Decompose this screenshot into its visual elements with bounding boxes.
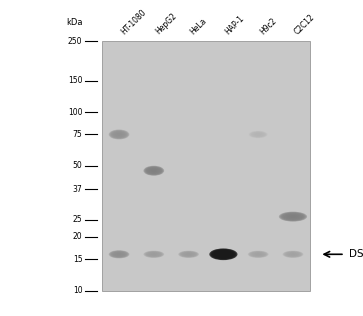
Ellipse shape [109,250,129,258]
Text: 15: 15 [73,255,82,264]
Ellipse shape [284,251,302,257]
Ellipse shape [182,252,196,257]
Ellipse shape [149,168,159,173]
Text: 20: 20 [73,233,82,241]
Ellipse shape [145,167,162,175]
Text: 25: 25 [73,215,82,224]
Ellipse shape [147,252,161,257]
Text: C2C12: C2C12 [293,12,317,36]
Ellipse shape [213,250,234,259]
Ellipse shape [143,166,164,176]
Ellipse shape [110,251,129,258]
Text: kDa: kDa [66,18,82,27]
Text: HepG2: HepG2 [154,12,179,36]
Ellipse shape [251,252,265,257]
Ellipse shape [248,251,269,258]
Text: 50: 50 [73,161,82,170]
Ellipse shape [113,252,125,257]
Ellipse shape [282,213,303,220]
Ellipse shape [179,251,198,258]
Ellipse shape [286,214,300,219]
Ellipse shape [148,168,160,173]
Ellipse shape [146,252,162,257]
Ellipse shape [285,214,301,220]
Ellipse shape [178,251,199,258]
Text: 250: 250 [68,37,82,46]
Ellipse shape [283,251,303,258]
Ellipse shape [250,251,267,257]
Ellipse shape [110,130,129,139]
Ellipse shape [143,251,164,258]
Ellipse shape [145,251,162,257]
Ellipse shape [112,131,126,138]
Ellipse shape [144,251,163,258]
Ellipse shape [183,252,195,256]
Text: HeLa: HeLa [189,16,209,36]
Ellipse shape [287,252,299,256]
Ellipse shape [249,131,268,138]
Ellipse shape [249,251,268,258]
Ellipse shape [110,131,128,139]
Ellipse shape [281,212,305,221]
Ellipse shape [250,131,266,137]
Ellipse shape [109,130,129,139]
Ellipse shape [181,252,196,257]
Text: 37: 37 [73,185,82,194]
Ellipse shape [111,131,127,138]
Ellipse shape [110,251,128,258]
Text: 150: 150 [68,76,82,85]
Ellipse shape [252,132,264,137]
Text: 10: 10 [73,286,82,295]
Text: HAP-1: HAP-1 [223,14,246,36]
Ellipse shape [251,132,265,137]
Ellipse shape [284,213,302,220]
Text: 75: 75 [73,130,82,139]
Ellipse shape [148,252,160,256]
Ellipse shape [212,249,235,259]
Text: H9c2: H9c2 [258,16,278,36]
Ellipse shape [211,249,236,260]
Ellipse shape [112,252,126,257]
Ellipse shape [279,212,307,222]
Ellipse shape [280,212,306,221]
Ellipse shape [284,251,302,258]
Ellipse shape [209,248,237,260]
Ellipse shape [215,251,232,258]
Text: HT-1080: HT-1080 [119,8,148,36]
Ellipse shape [250,252,266,257]
Ellipse shape [286,252,300,257]
Ellipse shape [146,167,162,174]
Ellipse shape [113,131,125,137]
Text: 100: 100 [68,108,82,117]
Ellipse shape [252,252,264,256]
Ellipse shape [214,250,233,258]
Ellipse shape [250,131,267,138]
Ellipse shape [285,252,301,257]
Ellipse shape [111,251,127,257]
Ellipse shape [147,167,161,174]
Bar [102,41,310,291]
Text: DSTN: DSTN [349,249,363,259]
Ellipse shape [216,251,231,257]
Ellipse shape [144,166,163,175]
Ellipse shape [180,251,197,257]
